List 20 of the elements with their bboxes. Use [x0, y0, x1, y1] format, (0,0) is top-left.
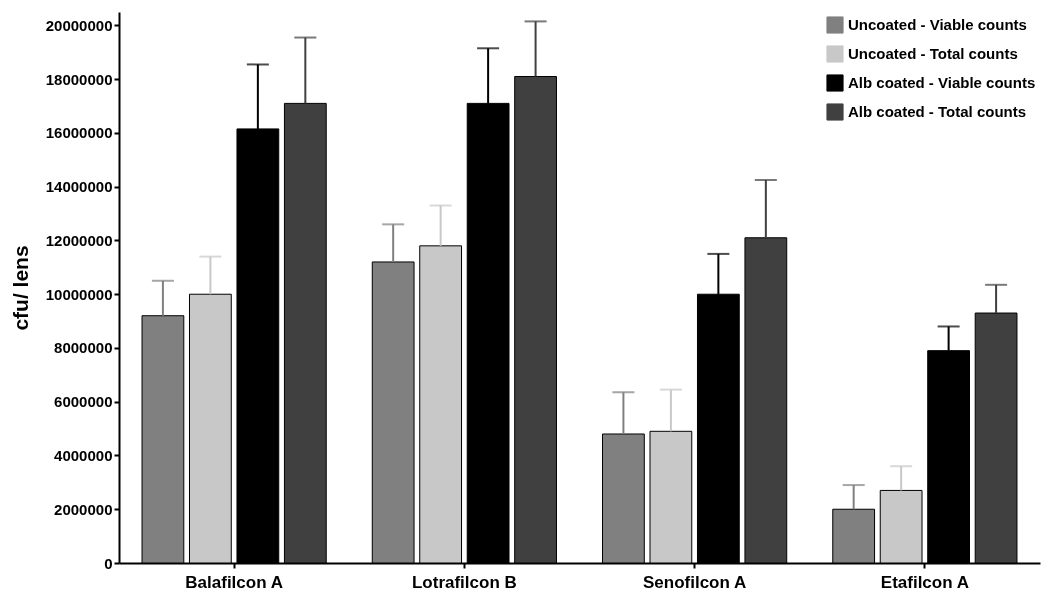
legend-label: Uncoated - Total counts [848, 45, 1018, 62]
y-tick-label: 2000000 [54, 500, 113, 518]
y-tick-label: 12000000 [45, 231, 113, 249]
x-tick-label: Etafilcon A [880, 572, 969, 592]
y-tick-label: 10000000 [45, 285, 113, 303]
legend-label: Alb coated - Viable counts [848, 74, 1036, 91]
x-tick-label: Balafilcon A [185, 572, 283, 592]
y-tick-label: 6000000 [54, 393, 113, 411]
y-tick-label: 0 [104, 554, 113, 572]
y-tick-label: 14000000 [45, 178, 113, 196]
y-tick-label: 4000000 [54, 446, 113, 464]
y-tick-label: 18000000 [45, 70, 113, 88]
y-tick-label: 8000000 [54, 339, 113, 357]
legend-label: Uncoated - Viable counts [848, 16, 1027, 33]
x-tick-label: Lotrafilcon B [411, 572, 517, 592]
x-tick-label: Senofilcon A [642, 572, 747, 592]
y-tick-label: 16000000 [45, 124, 113, 142]
y-tick-label: 20000000 [45, 16, 113, 34]
y-axis-title: cfu/ lens [8, 245, 32, 331]
legend-label: Alb coated - Total counts [848, 103, 1027, 120]
